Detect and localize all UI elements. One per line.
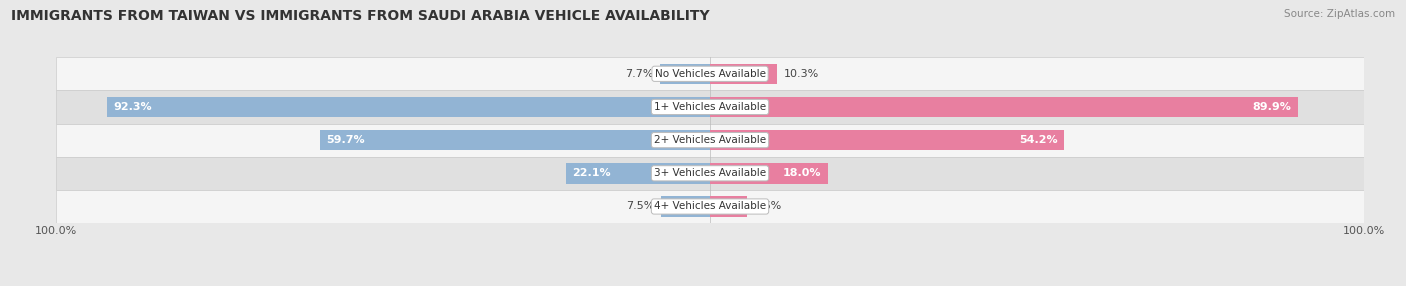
Bar: [565, 163, 710, 184]
Bar: [56, 90, 1364, 124]
Bar: [710, 97, 1298, 117]
Text: 59.7%: 59.7%: [326, 135, 366, 145]
Bar: [710, 163, 828, 184]
Text: 7.7%: 7.7%: [624, 69, 654, 79]
Bar: [661, 196, 710, 217]
Bar: [319, 130, 710, 150]
Text: 92.3%: 92.3%: [112, 102, 152, 112]
Text: 7.5%: 7.5%: [626, 202, 654, 211]
Text: No Vehicles Available: No Vehicles Available: [655, 69, 765, 79]
Bar: [710, 196, 747, 217]
Text: 89.9%: 89.9%: [1253, 102, 1291, 112]
Bar: [710, 63, 778, 84]
Text: IMMIGRANTS FROM TAIWAN VS IMMIGRANTS FROM SAUDI ARABIA VEHICLE AVAILABILITY: IMMIGRANTS FROM TAIWAN VS IMMIGRANTS FRO…: [11, 9, 710, 23]
Text: 5.6%: 5.6%: [754, 202, 782, 211]
Bar: [710, 130, 1064, 150]
Text: 22.1%: 22.1%: [572, 168, 610, 178]
Text: 4+ Vehicles Available: 4+ Vehicles Available: [654, 202, 766, 211]
Bar: [107, 97, 710, 117]
Bar: [659, 63, 710, 84]
Bar: [56, 124, 1364, 157]
Text: 3+ Vehicles Available: 3+ Vehicles Available: [654, 168, 766, 178]
Bar: [56, 57, 1364, 90]
Text: 2+ Vehicles Available: 2+ Vehicles Available: [654, 135, 766, 145]
Text: Source: ZipAtlas.com: Source: ZipAtlas.com: [1284, 9, 1395, 19]
Bar: [56, 157, 1364, 190]
Text: 1+ Vehicles Available: 1+ Vehicles Available: [654, 102, 766, 112]
Text: 54.2%: 54.2%: [1019, 135, 1057, 145]
Text: 10.3%: 10.3%: [785, 69, 820, 79]
Bar: [56, 190, 1364, 223]
Text: 18.0%: 18.0%: [783, 168, 821, 178]
